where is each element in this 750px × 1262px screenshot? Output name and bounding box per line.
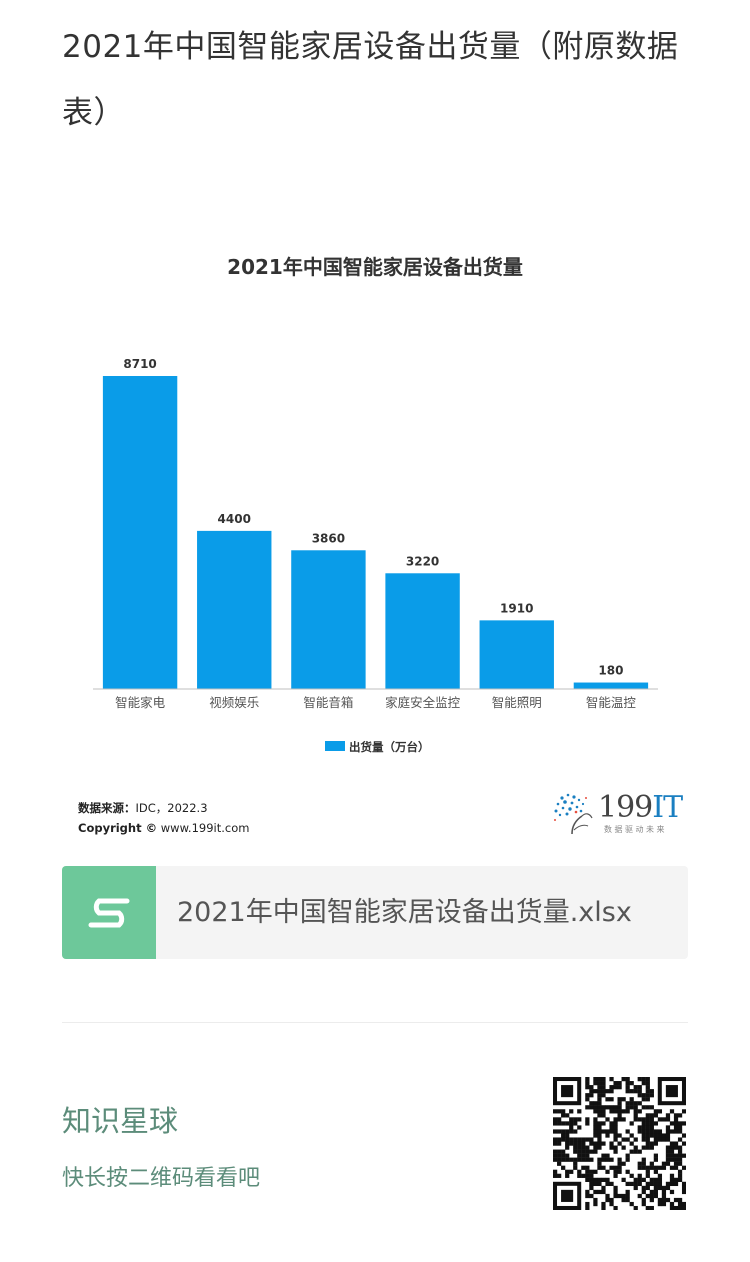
article-title: 2021年中国智能家居设备出货量（附原数据表） [62,29,679,131]
source-text: IDC，2022.3 [135,801,208,815]
dandelion-logo-icon [554,793,593,835]
x-tick-label: 智能照明 [492,695,542,710]
bar [385,573,460,689]
legend-swatch [325,741,345,751]
bar [573,682,649,689]
attachment-card[interactable]: 2021年中国智能家居设备出货量.xlsx [62,866,688,959]
chart-title: 2021年中国智能家居设备出货量 [227,255,523,279]
promo-title: 知识星球 [62,1104,179,1138]
copyright-label: Copyright © [78,821,158,835]
data-label: 3860 [312,531,345,545]
x-tick-label: 智能家电 [115,695,166,710]
source-label: 数据来源： [78,801,136,815]
bar [102,376,178,689]
spreadsheet-s-icon [62,866,156,959]
bar-chart: 2021年中国智能家居设备出货量 8710 智能家电 4400 视频娱乐 3860 智能音箱… [62,226,688,846]
x-tick-label: 智能音箱 [303,695,353,710]
data-label: 1910 [500,601,533,615]
data-label: 8710 [123,357,156,371]
bar [479,620,554,689]
x-tick-label: 智能温控 [586,695,637,710]
data-label: 3220 [406,554,439,568]
divider [62,1022,688,1023]
bar [197,530,272,689]
brand-logo: 199IT 数据驱动未来 [552,790,683,836]
qr-code-icon[interactable] [553,1077,686,1210]
copyright-text: www.199it.com [157,821,250,835]
data-label: 180 [598,664,623,678]
x-tick-label: 家庭安全监控 [385,695,461,710]
x-tick-label: 视频娱乐 [209,695,259,710]
bar [291,550,366,689]
source-note: 数据来源：IDC，2022.3 Copyright © www.199it.co… [78,798,249,838]
attachment-file-name[interactable]: 2021年中国智能家居设备出货量.xlsx [177,897,632,928]
legend-label: 出货量（万台） [349,740,430,754]
data-label: 4400 [218,512,251,526]
promo-subtitle: 快长按二维码看看吧 [62,1166,261,1191]
brand-name: 199IT [598,790,683,825]
bar-chart-svg: 2021年中国智能家居设备出货量 8710 智能家电 4400 视频娱乐 3860 智能音箱… [93,255,658,754]
brand-tagline: 数据驱动未来 [604,825,667,834]
